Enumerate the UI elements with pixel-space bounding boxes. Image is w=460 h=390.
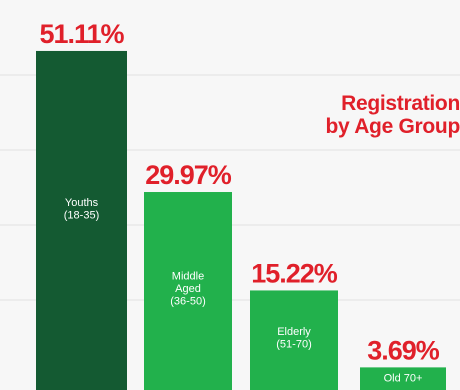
value-label: 15.22% [251,258,338,288]
category-label: Youths [65,197,99,209]
bar-1 [36,50,127,390]
category-label: Elderly [277,326,311,338]
category-label: Middle [172,271,204,283]
category-label: (36-50) [170,296,205,308]
bar-3 [250,290,338,390]
value-label: 3.69% [367,335,440,365]
value-label: 29.97% [145,160,232,190]
chart-title-line-1: Registration [341,92,460,115]
category-label: Old 70+ [384,372,423,384]
category-label: Aged [175,283,201,295]
bar-4 [360,367,446,390]
bar-2 [144,192,232,390]
chart-title-line-2: by Age Group [325,115,460,138]
bars [36,50,446,390]
category-label: (18-35) [64,210,99,222]
value-labels: 51.11% 29.97% 15.22% 3.69% [39,19,440,365]
category-label: (51-70) [276,338,311,350]
value-label: 51.11% [39,19,124,49]
chart-title: Registration by Age Group [300,92,460,138]
